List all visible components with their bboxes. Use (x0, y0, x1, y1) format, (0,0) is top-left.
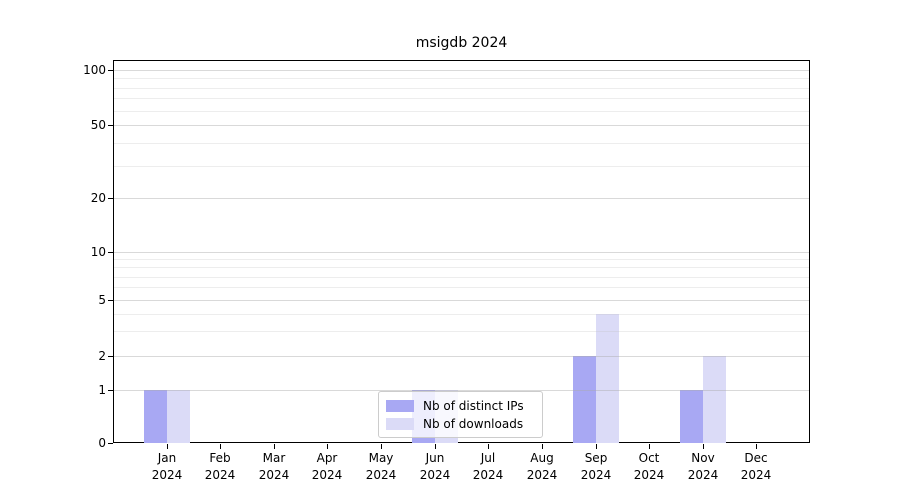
x-tick-mark (488, 444, 489, 449)
bar-distinct-ips (144, 390, 167, 443)
y-tick-label: 50 (90, 118, 106, 132)
x-tick-label: Jul 2024 (472, 451, 504, 482)
x-tick-mark (274, 444, 275, 449)
y-tick-label: 5 (98, 293, 106, 307)
y-tick-mark (108, 252, 113, 253)
y-tick-mark (108, 356, 113, 357)
x-tick-label: Jan 2024 (151, 451, 183, 482)
x-tick-label: May 2024 (365, 451, 397, 482)
major-gridline (114, 390, 809, 391)
y-tick-label: 0 (98, 436, 106, 450)
y-tick-mark (108, 125, 113, 126)
minor-gridline (114, 314, 809, 315)
y-tick-label: 2 (98, 349, 106, 363)
legend: Nb of distinct IPs Nb of downloads (378, 391, 543, 438)
x-tick-label: Aug 2024 (526, 451, 558, 482)
legend-label-distinct-ips: Nb of distinct IPs (423, 398, 524, 413)
y-tick-mark (108, 300, 113, 301)
major-gridline (114, 252, 809, 253)
bar-distinct-ips (573, 356, 596, 443)
major-gridline (114, 125, 809, 126)
legend-swatch-distinct-ips (386, 399, 414, 412)
minor-gridline (114, 111, 809, 112)
y-tick-label: 100 (83, 63, 106, 77)
x-tick-label: Dec 2024 (740, 451, 772, 482)
bar-distinct-ips (680, 390, 703, 443)
major-gridline (114, 70, 809, 71)
x-tick-label: Sep 2024 (580, 451, 612, 482)
minor-gridline (114, 267, 809, 268)
major-gridline (114, 356, 809, 357)
chart-title: msigdb 2024 (415, 35, 508, 51)
x-tick-label: Nov 2024 (687, 451, 719, 482)
bar-downloads (703, 356, 726, 443)
y-tick-mark (108, 443, 113, 444)
x-tick-mark (327, 444, 328, 449)
minor-gridline (114, 143, 809, 144)
x-tick-mark (167, 444, 168, 449)
y-tick-label: 20 (90, 191, 106, 205)
x-tick-mark (596, 444, 597, 449)
legend-label-downloads: Nb of downloads (423, 416, 524, 431)
x-tick-mark (435, 444, 436, 449)
x-tick-label: Mar 2024 (258, 451, 290, 482)
plot-area (113, 60, 810, 443)
minor-gridline (114, 331, 809, 332)
y-tick-mark (108, 390, 113, 391)
x-tick-mark (381, 444, 382, 449)
x-tick-label: Jun 2024 (419, 451, 451, 482)
x-tick-mark (649, 444, 650, 449)
y-tick-mark (108, 198, 113, 199)
x-tick-label: Feb 2024 (204, 451, 236, 482)
x-tick-label: Apr 2024 (311, 451, 343, 482)
y-tick-label: 1 (98, 383, 106, 397)
minor-gridline (114, 78, 809, 79)
bar-downloads (596, 314, 619, 443)
y-tick-mark (108, 70, 113, 71)
minor-gridline (114, 88, 809, 89)
legend-entry-distinct-ips: Nb of distinct IPs (386, 399, 535, 413)
minor-gridline (114, 166, 809, 167)
major-gridline (114, 198, 809, 199)
bar-downloads (167, 390, 190, 443)
x-tick-mark (220, 444, 221, 449)
minor-gridline (114, 98, 809, 99)
x-tick-mark (703, 444, 704, 449)
minor-gridline (114, 287, 809, 288)
minor-gridline (114, 259, 809, 260)
legend-swatch-downloads (386, 417, 414, 430)
x-tick-mark (542, 444, 543, 449)
major-gridline (114, 300, 809, 301)
x-tick-label: Oct 2024 (633, 451, 665, 482)
minor-gridline (114, 277, 809, 278)
legend-entry-downloads: Nb of downloads (386, 417, 535, 431)
y-tick-label: 10 (90, 245, 106, 259)
x-tick-mark (756, 444, 757, 449)
